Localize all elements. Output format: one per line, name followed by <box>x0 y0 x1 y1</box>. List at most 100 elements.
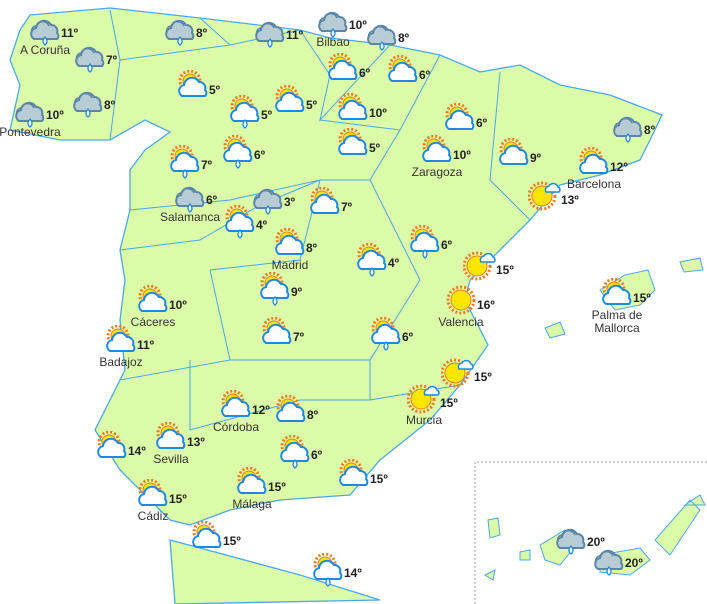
city-label[interactable]: Murcia <box>405 413 443 427</box>
partly-cloudy-icon <box>420 134 454 165</box>
temperature-label: 6º <box>419 68 431 82</box>
temperature-label: 11º <box>286 28 304 42</box>
partly-cloudy-icon <box>273 84 307 115</box>
temperature-label: 9º <box>530 151 542 165</box>
temperature-label: 15º <box>440 396 458 410</box>
temperature-label: 15º <box>169 492 187 506</box>
partly-cloudy-icon <box>336 92 370 123</box>
menorca <box>679 257 704 273</box>
partly-cloudy-icon <box>235 466 269 497</box>
rain-icon <box>253 15 287 48</box>
partly-cloudy-icon <box>274 394 308 425</box>
city-label[interactable]: Córdoba <box>212 420 260 434</box>
temperature-label: 5º <box>209 83 221 97</box>
city-label[interactable]: Barcelona <box>566 177 622 191</box>
temperature-label: 7º <box>341 200 353 214</box>
partly-cloudy-icon <box>190 520 224 551</box>
temperature-label: 8º <box>306 241 318 255</box>
rain-icon <box>73 40 107 73</box>
city-label[interactable]: Madrid <box>271 258 309 272</box>
temperature-label: 8º <box>644 123 656 137</box>
partly-cloudy-icon <box>260 316 294 347</box>
partly-cloudy-icon <box>176 69 210 100</box>
temperature-label: 10º <box>453 148 471 162</box>
sunny-cloud-icon <box>440 357 475 388</box>
temperature-label: 7º <box>201 158 213 172</box>
canary-box <box>474 461 707 604</box>
city-label[interactable]: Cáceres <box>130 315 176 329</box>
city-label[interactable]: Salamanca <box>159 210 221 224</box>
partly-cloudy-icon <box>577 146 611 177</box>
partly-cloudy-icon <box>386 54 420 85</box>
temperature-label: 15º <box>223 534 241 548</box>
temperature-label: 6º <box>206 193 218 207</box>
temperature-label: 15º <box>496 263 514 277</box>
city-label[interactable]: Valencia <box>438 315 484 329</box>
partly-cloudy-rain-icon <box>408 224 442 259</box>
city-label[interactable]: Palma de Mallorca <box>591 308 643 335</box>
temperature-label: 10º <box>349 18 367 32</box>
rain-icon <box>365 18 399 51</box>
rain-icon <box>28 13 62 46</box>
sunny-cloud-icon <box>462 250 497 281</box>
temperature-label: 20º <box>625 556 643 570</box>
temperature-label: 16º <box>477 298 495 312</box>
city-label[interactable]: A Coruña <box>19 43 71 57</box>
temperature-label: 15º <box>268 480 286 494</box>
partly-cloudy-rain-icon <box>168 144 202 179</box>
temperature-label: 13º <box>187 435 205 449</box>
temperature-label: 7º <box>106 53 118 67</box>
partly-cloudy-icon <box>308 186 342 217</box>
partly-cloudy-icon <box>219 389 253 420</box>
temperature-label: 12º <box>252 403 270 417</box>
rain-icon <box>316 5 350 38</box>
city-label[interactable]: Zaragoza <box>411 165 463 179</box>
partly-cloudy-icon <box>600 277 634 308</box>
partly-cloudy-rain-icon <box>278 434 312 469</box>
partly-cloudy-icon <box>136 478 170 509</box>
spain-mainland <box>9 7 663 526</box>
city-label[interactable]: Badajoz <box>99 355 143 369</box>
rain-icon <box>71 85 105 118</box>
partly-cloudy-rain-icon <box>355 242 389 277</box>
rain-icon <box>251 182 285 215</box>
temperature-label: 4º <box>388 256 400 270</box>
city-label[interactable]: Pontevedra <box>0 125 61 139</box>
temperature-label: 15º <box>370 472 388 486</box>
city-label[interactable]: Cádiz <box>137 509 169 523</box>
temperature-label: 5º <box>261 108 273 122</box>
partly-cloudy-rain-icon <box>369 316 403 351</box>
temperature-label: 8º <box>104 98 116 112</box>
city-label[interactable]: Sevilla <box>153 452 189 466</box>
temperature-label: 11º <box>61 26 79 40</box>
temperature-label: 14º <box>344 566 362 580</box>
partly-cloudy-rain-icon <box>223 204 257 239</box>
city-label[interactable]: Bilbao <box>316 35 350 49</box>
temperature-label: 6º <box>254 148 266 162</box>
rain-icon <box>13 95 47 128</box>
partly-cloudy-icon <box>273 227 307 258</box>
temperature-label: 10º <box>369 106 387 120</box>
temperature-label: 15º <box>633 291 651 305</box>
temperature-label: 7º <box>293 330 305 344</box>
rain-icon <box>163 13 197 46</box>
temperature-label: 6º <box>359 66 371 80</box>
sunny-icon <box>444 285 478 315</box>
region-borders <box>109 9 531 431</box>
partly-cloudy-icon <box>104 324 138 355</box>
temperature-label: 6º <box>476 116 488 130</box>
ibiza <box>544 321 566 339</box>
partly-cloudy-rain-icon <box>311 552 345 587</box>
temperature-label: 5º <box>369 141 381 155</box>
temperature-label: 4º <box>256 218 268 232</box>
partly-cloudy-rain-icon <box>258 271 292 306</box>
sunny-cloud-icon <box>406 383 441 414</box>
temperature-label: 20º <box>587 535 605 549</box>
city-label[interactable]: Málaga <box>232 497 272 511</box>
partly-cloudy-icon <box>497 137 531 168</box>
partly-cloudy-icon <box>337 458 371 489</box>
partly-cloudy-icon <box>154 421 188 452</box>
temperature-label: 6º <box>311 448 323 462</box>
